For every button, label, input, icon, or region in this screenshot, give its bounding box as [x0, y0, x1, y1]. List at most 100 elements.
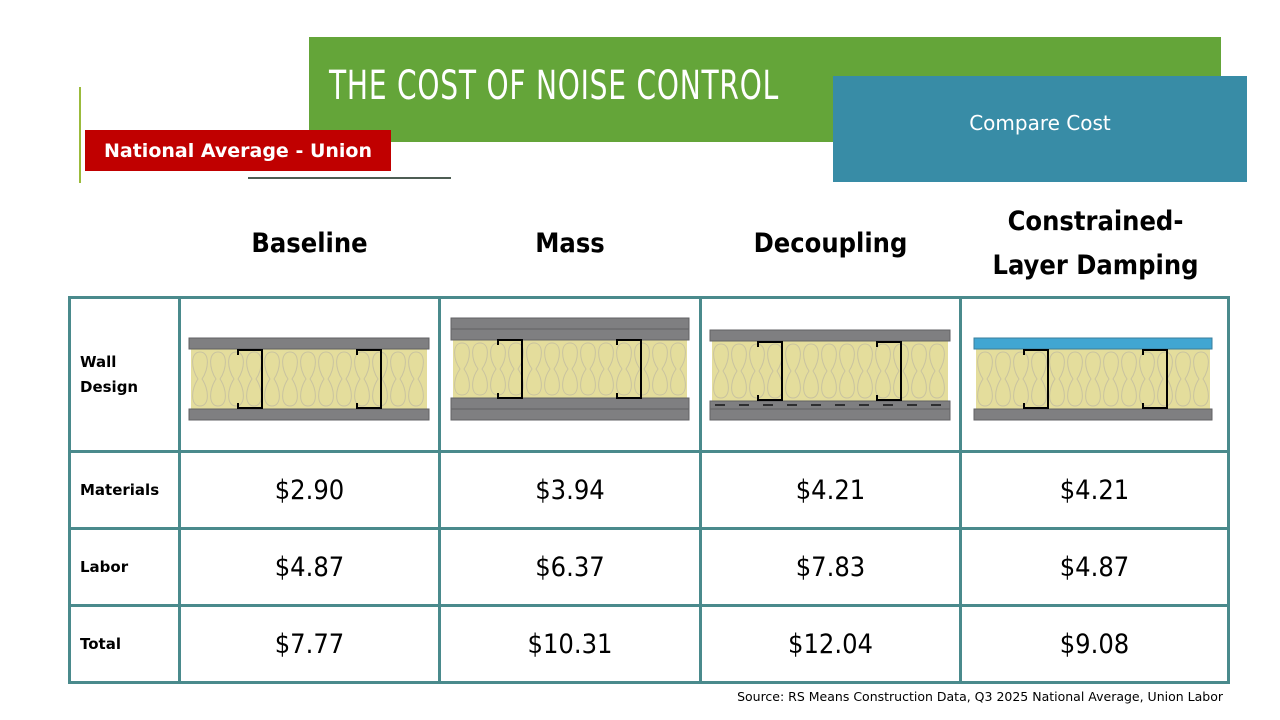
channel-dash [715, 404, 725, 406]
wall-insulation [191, 349, 427, 409]
insulation-batt-curve [875, 343, 891, 399]
insulation-batt-curve [731, 343, 747, 399]
row-label-wall-design: Wall Design [80, 350, 138, 400]
row-label-total: Total [80, 635, 121, 653]
wall-diagram-constrained-layer-damping [973, 337, 1213, 421]
insulation-batt-curve [1139, 351, 1155, 407]
wall-diagram-baseline [188, 337, 430, 421]
insulation-batt-curve [192, 351, 208, 407]
channel-dash [787, 404, 797, 406]
insulation-batt-curve [210, 351, 226, 407]
insulation-batt-curve [713, 343, 729, 399]
insulation-batt-curve [857, 343, 873, 399]
materials-mass: $3.94 [535, 474, 605, 506]
row-label-labor: Labor [80, 558, 129, 576]
channel-dash [907, 404, 917, 406]
insulation-fill [191, 349, 427, 409]
insulation-batt-curve [580, 342, 596, 396]
materials-baseline: $2.90 [274, 474, 345, 506]
wall-insulation [453, 340, 687, 398]
labor-decoupling: $7.83 [795, 551, 866, 583]
compare-cost-banner: Compare Cost [833, 76, 1247, 182]
insulation-batt-curve [318, 351, 334, 407]
column-header-constrained-layer-damping: Constrained- Layer Damping [961, 196, 1230, 292]
total-decoupling: $12.04 [788, 628, 873, 660]
source-note: Source: RS Means Construction Data, Q3 2… [737, 689, 1223, 704]
insulation-batt-curve [995, 351, 1011, 407]
insulation-batt-curve [929, 343, 945, 399]
insulation-batt-curve [1031, 351, 1047, 407]
channel-dash [811, 404, 821, 406]
insulation-batt-curve [454, 342, 470, 396]
insulation-batt-curve [1157, 351, 1173, 407]
table-divider [178, 296, 181, 684]
total-baseline: $7.77 [274, 628, 345, 660]
insulation-batt-curve [1121, 351, 1137, 407]
insulation-batt-curve [300, 351, 316, 407]
table-divider [68, 604, 1230, 607]
column-header-line: Layer Damping [992, 250, 1199, 281]
drywall-layer [450, 328, 690, 341]
insulation-batt-curve [264, 351, 280, 407]
insulation-batt-curve [803, 343, 819, 399]
steel-stud [757, 341, 783, 401]
steel-stud [1142, 349, 1168, 409]
damping-drywall-layer [973, 337, 1213, 350]
table-divider [959, 296, 962, 684]
labor-baseline: $4.87 [274, 551, 345, 583]
column-header-mass: Mass [535, 228, 605, 259]
insulation-batt-curve [1049, 351, 1065, 407]
insulation-batt-curve [526, 342, 542, 396]
channel-dash [931, 404, 941, 406]
channel-dash [763, 404, 773, 406]
insulation-batt-curve [670, 342, 686, 396]
wall-diagram-decoupling [709, 329, 951, 421]
insulation-batt-curve [282, 351, 298, 407]
steel-stud [1023, 349, 1049, 409]
drywall-layer [188, 337, 430, 350]
drywall-layer [709, 329, 951, 342]
insulation-fill [976, 349, 1210, 409]
insulation-batt-curve [408, 351, 424, 407]
materials-constrained-layer-damping: $4.21 [1059, 474, 1130, 506]
drywall-layer [973, 408, 1213, 421]
insulation-batt-curve [228, 351, 244, 407]
insulation-batt-curve [246, 351, 262, 407]
slide-title: THE COST OF NOISE CONTROL [329, 63, 779, 109]
insulation-batt-curve [821, 343, 837, 399]
table-divider [438, 296, 441, 684]
wall-insulation [712, 341, 948, 401]
insulation-batt-curve [652, 342, 668, 396]
insulation-batt-curve [1085, 351, 1101, 407]
steel-stud [356, 349, 382, 409]
table-divider [68, 450, 1230, 453]
materials-decoupling: $4.21 [795, 474, 866, 506]
insulation-batt-curve [1067, 351, 1083, 407]
insulation-batt-curve [390, 351, 406, 407]
insulation-batt-curve [1103, 351, 1119, 407]
column-header-decoupling: Decoupling [753, 228, 908, 259]
column-header-line: Constrained- [1007, 206, 1184, 237]
cost-table [68, 296, 1230, 684]
insulation-batt-curve [336, 351, 352, 407]
compare-cost-label: Compare Cost [969, 111, 1111, 135]
drywall-layer [709, 408, 951, 421]
insulation-batt-curve [544, 342, 560, 396]
table-divider [699, 296, 702, 684]
steel-stud [876, 341, 902, 401]
insulation-batt-curve [1175, 351, 1191, 407]
insulation-fill [453, 340, 687, 398]
insulation-batt-curve [785, 343, 801, 399]
channel-dash [883, 404, 893, 406]
insulation-batt-curve [616, 342, 632, 396]
insulation-batt-curve [977, 351, 993, 407]
steel-stud [237, 349, 263, 409]
steel-stud [616, 339, 642, 399]
insulation-batt-curve [911, 343, 927, 399]
table-divider [68, 527, 1230, 530]
column-header-baseline: Baseline [251, 228, 368, 259]
insulation-batt-curve [1013, 351, 1029, 407]
insulation-batt-curve [839, 343, 855, 399]
insulation-fill [712, 341, 948, 401]
national-average-badge: National Average - Union [85, 130, 391, 171]
